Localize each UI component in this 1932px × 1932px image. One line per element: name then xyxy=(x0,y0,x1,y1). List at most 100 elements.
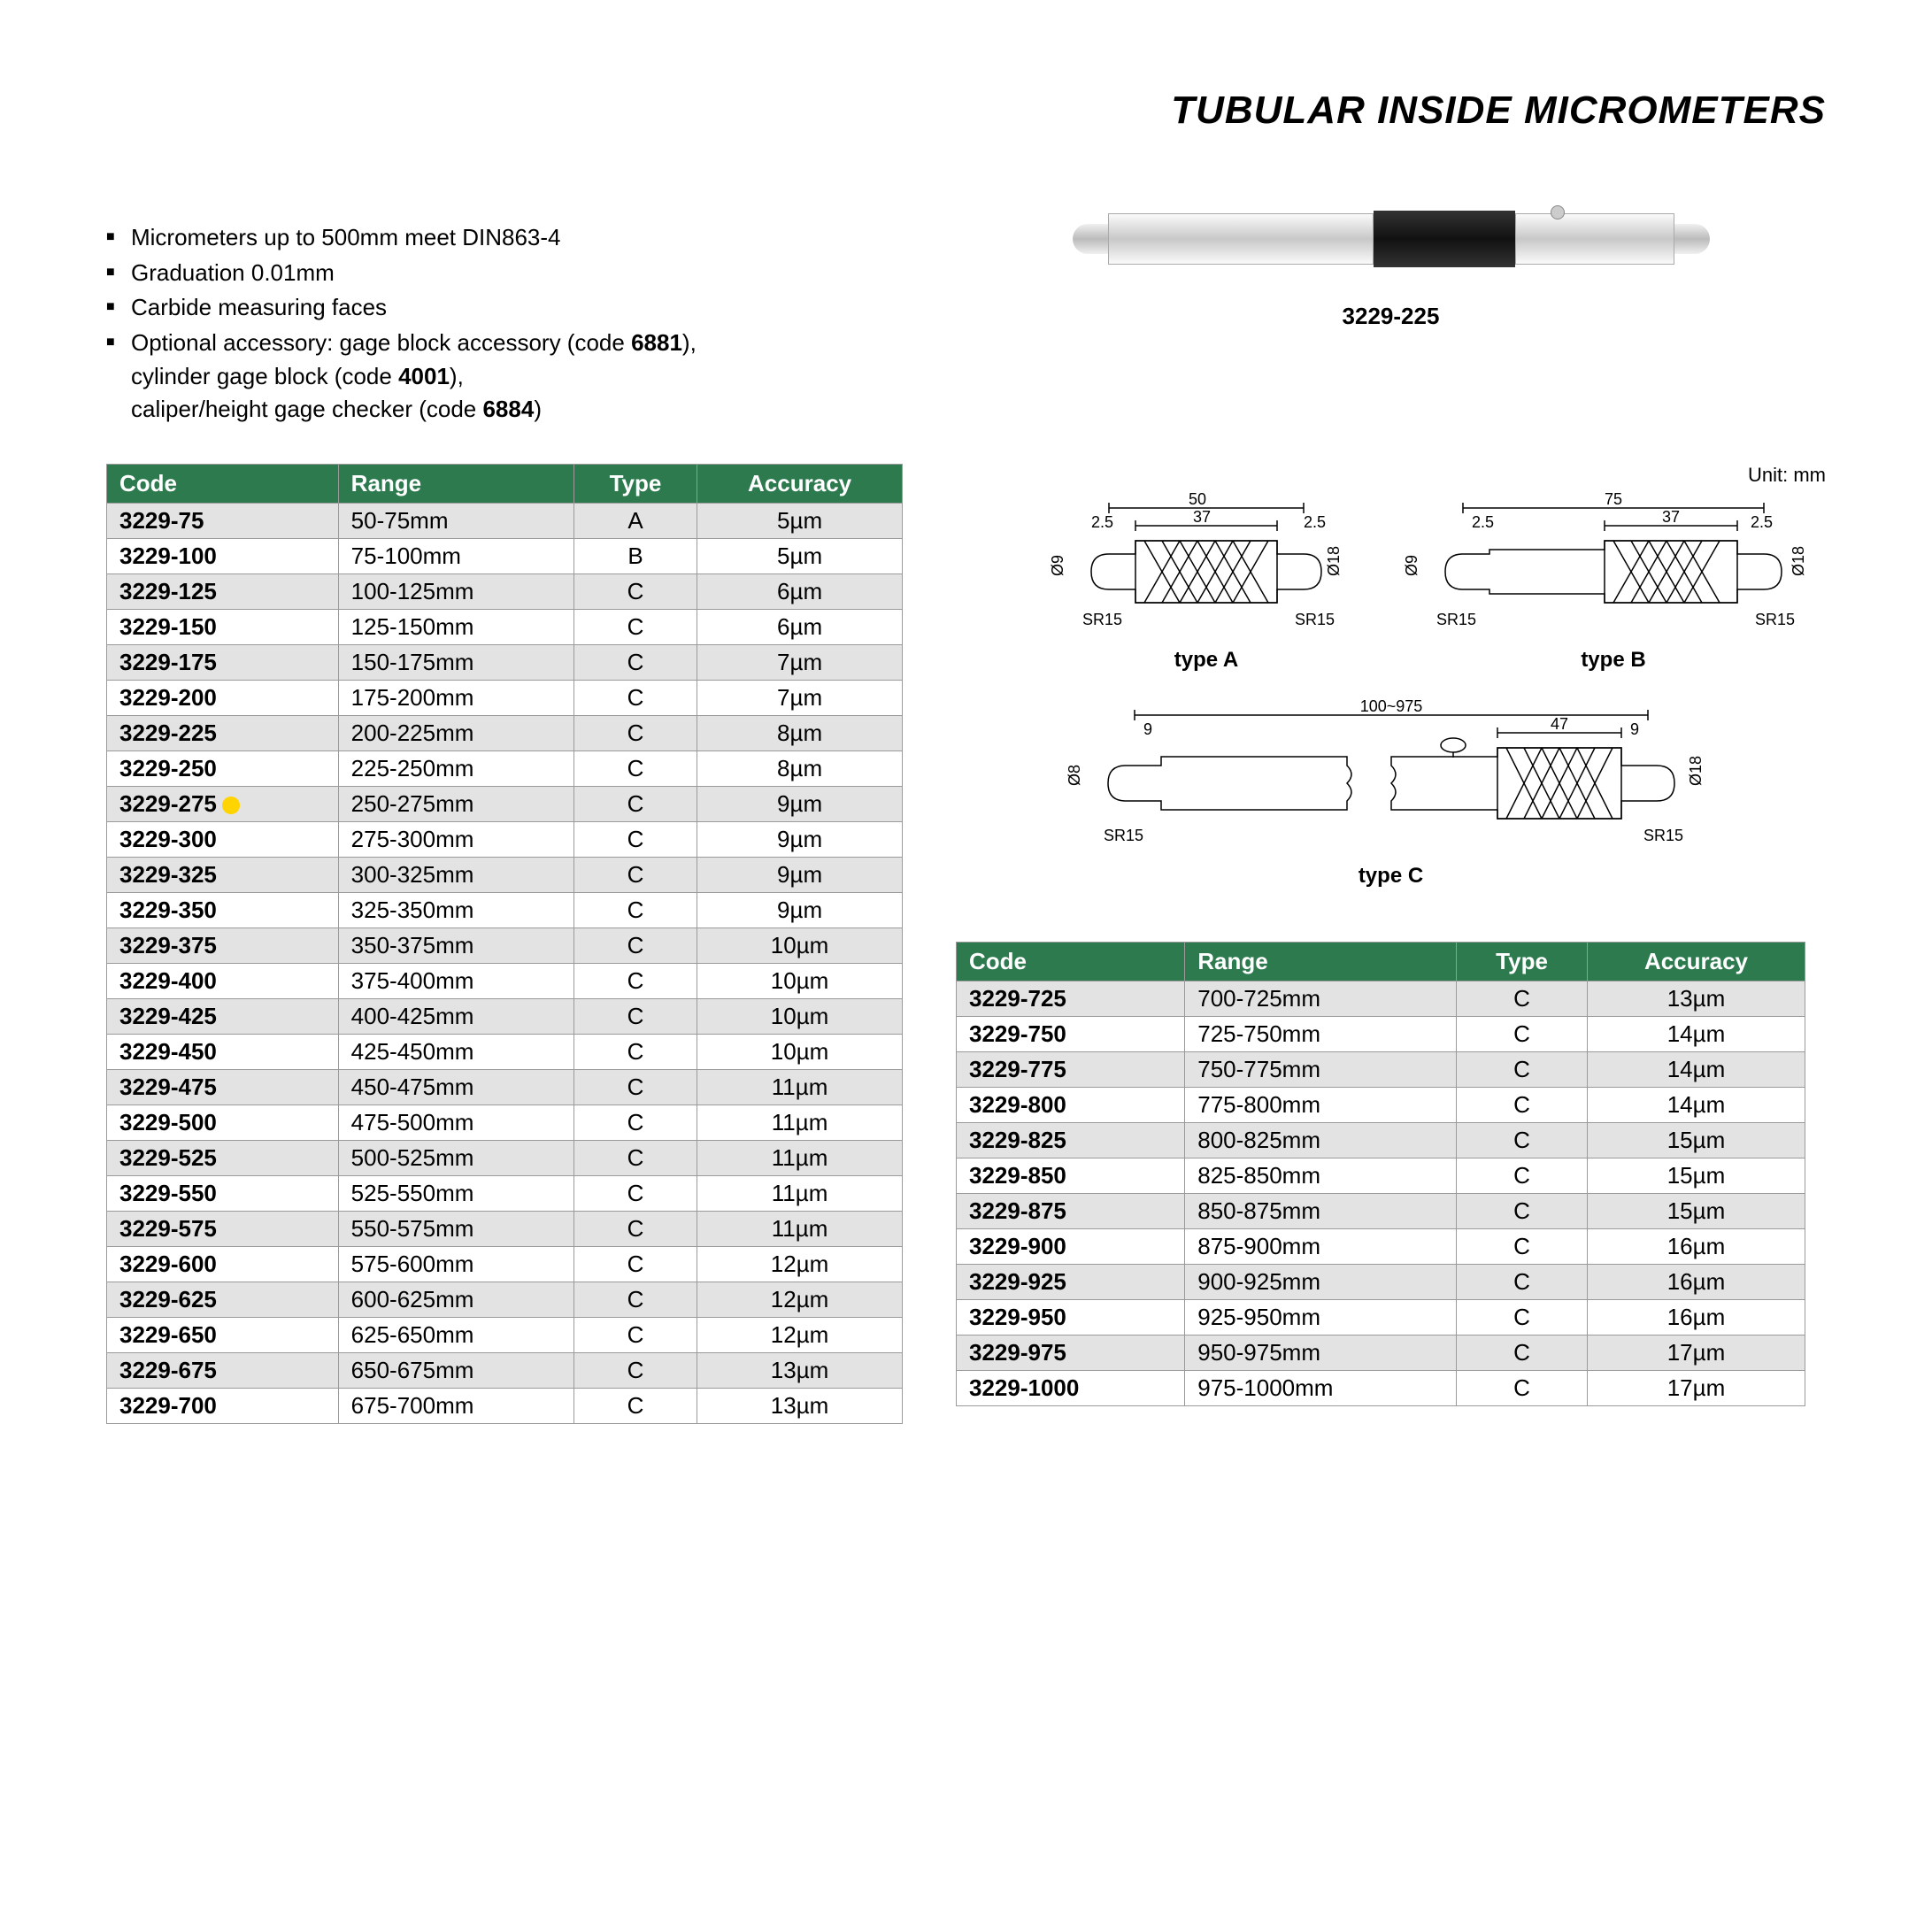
cell-accuracy: 11µm xyxy=(697,1141,903,1176)
svg-text:47: 47 xyxy=(1550,715,1567,733)
cell-code: 3229-125 xyxy=(107,574,339,610)
cell-code: 3229-975 xyxy=(957,1335,1185,1371)
cell-code: 3229-650 xyxy=(107,1318,339,1353)
product-label: 3229-225 xyxy=(956,303,1826,330)
th-type: Type xyxy=(1457,943,1588,981)
cell-accuracy: 10µm xyxy=(697,999,903,1035)
cell-type: C xyxy=(573,1282,697,1318)
th-accuracy: Accuracy xyxy=(697,465,903,504)
cell-code: 3229-725 xyxy=(957,981,1185,1017)
top-row: Micrometers up to 500mm meet DIN863-4 Gr… xyxy=(106,186,1826,428)
svg-text:75: 75 xyxy=(1605,492,1622,508)
th-type: Type xyxy=(573,465,697,504)
cell-range: 250-275mm xyxy=(338,787,573,822)
cell-code: 3229-850 xyxy=(957,1158,1185,1194)
cell-range: 625-650mm xyxy=(338,1318,573,1353)
cell-type: C xyxy=(1457,1335,1588,1371)
cell-accuracy: 12µm xyxy=(697,1247,903,1282)
table1-wrap: Code Range Type Accuracy 3229-7550-75mmA… xyxy=(106,464,903,1424)
cell-code: 3229-100 xyxy=(107,539,339,574)
table-row: 3229-7550-75mmA5µm xyxy=(107,504,903,539)
cell-code: 3229-1000 xyxy=(957,1371,1185,1406)
cell-range: 900-925mm xyxy=(1185,1265,1457,1300)
bullet-item: Optional accessory: gage block accessory… xyxy=(106,327,903,427)
cell-accuracy: 10µm xyxy=(697,1035,903,1070)
cell-code: 3229-750 xyxy=(957,1017,1185,1052)
cell-code: 3229-425 xyxy=(107,999,339,1035)
cell-type: C xyxy=(573,893,697,928)
table-row: 3229-650625-650mmC12µm xyxy=(107,1318,903,1353)
cell-accuracy: 15µm xyxy=(1587,1158,1805,1194)
cell-accuracy: 13µm xyxy=(697,1389,903,1424)
unit-label: Unit: mm xyxy=(956,464,1826,487)
cell-range: 350-375mm xyxy=(338,928,573,964)
cell-accuracy: 5µm xyxy=(697,539,903,574)
svg-text:50: 50 xyxy=(1189,492,1206,508)
cell-range: 750-775mm xyxy=(1185,1052,1457,1088)
cell-accuracy: 6µm xyxy=(697,574,903,610)
cell-type: C xyxy=(1457,1371,1588,1406)
cell-range: 925-950mm xyxy=(1185,1300,1457,1335)
diagram-label-a: type A xyxy=(1047,648,1366,673)
cell-range: 375-400mm xyxy=(338,964,573,999)
cell-code: 3229-350 xyxy=(107,893,339,928)
cell-code: 3229-175 xyxy=(107,645,339,681)
cell-type: C xyxy=(573,1176,697,1212)
cell-range: 700-725mm xyxy=(1185,981,1457,1017)
cell-range: 200-225mm xyxy=(338,716,573,751)
diagram-label-c: type C xyxy=(1055,864,1728,889)
product-photo xyxy=(1073,186,1710,292)
bullet-item: Graduation 0.01mm xyxy=(106,257,903,290)
table-row: 3229-850825-850mmC15µm xyxy=(957,1158,1805,1194)
cell-accuracy: 16µm xyxy=(1587,1265,1805,1300)
table-row: 3229-500475-500mmC11µm xyxy=(107,1105,903,1141)
cell-type: C xyxy=(573,1247,697,1282)
cell-accuracy: 17µm xyxy=(1587,1371,1805,1406)
cell-range: 100-125mm xyxy=(338,574,573,610)
cell-accuracy: 11µm xyxy=(697,1212,903,1247)
table-row: 3229-175150-175mmC7µm xyxy=(107,645,903,681)
th-range: Range xyxy=(338,465,573,504)
svg-text:SR15: SR15 xyxy=(1295,611,1335,628)
cell-range: 775-800mm xyxy=(1185,1088,1457,1123)
cell-type: C xyxy=(573,574,697,610)
cell-type: C xyxy=(1457,1194,1588,1229)
cell-code: 3229-500 xyxy=(107,1105,339,1141)
cell-range: 800-825mm xyxy=(1185,1123,1457,1158)
table-row: 3229-125100-125mmC6µm xyxy=(107,574,903,610)
spec-table-2: Code Range Type Accuracy 3229-725700-725… xyxy=(956,942,1805,1406)
svg-text:9: 9 xyxy=(1630,720,1639,738)
cell-type: C xyxy=(1457,1229,1588,1265)
cell-type: C xyxy=(573,964,697,999)
cell-code: 3229-300 xyxy=(107,822,339,858)
th-range: Range xyxy=(1185,943,1457,981)
svg-text:Ø8: Ø8 xyxy=(1066,765,1083,786)
cell-range: 150-175mm xyxy=(338,645,573,681)
table-row: 3229-600575-600mmC12µm xyxy=(107,1247,903,1282)
cell-type: C xyxy=(573,716,697,751)
cell-range: 675-700mm xyxy=(338,1389,573,1424)
table-row: 3229-725700-725mmC13µm xyxy=(957,981,1805,1017)
table-row: 3229-375350-375mmC10µm xyxy=(107,928,903,964)
cell-type: C xyxy=(573,681,697,716)
cell-range: 550-575mm xyxy=(338,1212,573,1247)
cell-type: C xyxy=(573,610,697,645)
diagram-type-c: 100~975 47 9 9 xyxy=(1055,699,1728,889)
cell-type: C xyxy=(573,928,697,964)
cell-type: B xyxy=(573,539,697,574)
cell-code: 3229-800 xyxy=(957,1088,1185,1123)
svg-text:37: 37 xyxy=(1662,508,1680,526)
highlight-dot-icon xyxy=(222,797,240,814)
cell-accuracy: 5µm xyxy=(697,504,903,539)
cell-code: 3229-900 xyxy=(957,1229,1185,1265)
diagram-type-a: 50 37 xyxy=(1047,492,1366,673)
cell-accuracy: 14µm xyxy=(1587,1017,1805,1052)
cell-type: C xyxy=(1457,1300,1588,1335)
bullet-item: Carbide measuring faces xyxy=(106,291,903,325)
table-row: 3229-575550-575mmC11µm xyxy=(107,1212,903,1247)
cell-code: 3229-375 xyxy=(107,928,339,964)
cell-range: 975-1000mm xyxy=(1185,1371,1457,1406)
table-row: 3229-925900-925mmC16µm xyxy=(957,1265,1805,1300)
cell-range: 400-425mm xyxy=(338,999,573,1035)
cell-code: 3229-75 xyxy=(107,504,339,539)
